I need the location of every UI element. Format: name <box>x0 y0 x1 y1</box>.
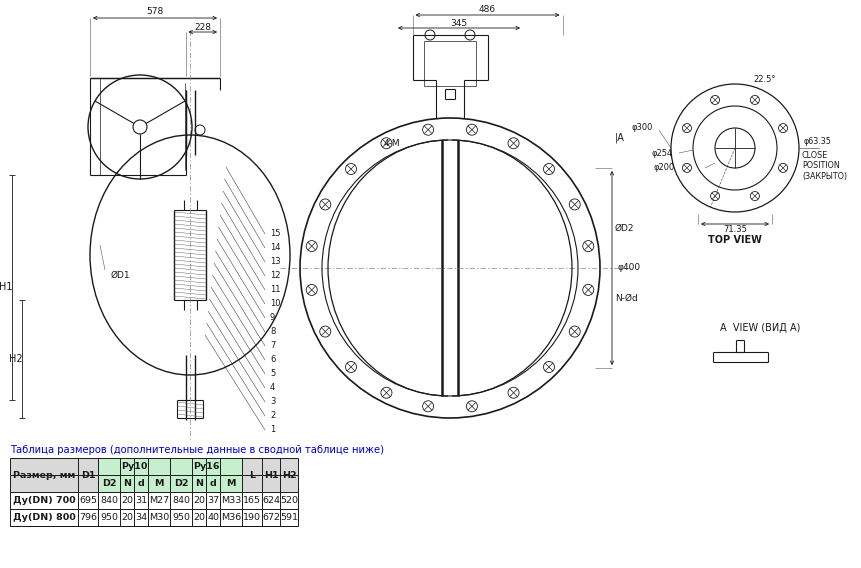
Text: 20: 20 <box>121 496 133 505</box>
Text: M: M <box>154 479 164 488</box>
Text: 12: 12 <box>270 272 281 281</box>
Text: 14: 14 <box>270 244 281 253</box>
Text: 695: 695 <box>79 496 97 505</box>
Bar <box>10 492 298 509</box>
Text: ØD1: ØD1 <box>110 270 130 279</box>
Text: 20: 20 <box>121 513 133 522</box>
Text: H2: H2 <box>282 470 296 479</box>
Text: H1: H1 <box>0 282 13 293</box>
Text: Размер, мм: Размер, мм <box>13 470 75 479</box>
Text: 4: 4 <box>270 383 276 392</box>
Text: 1: 1 <box>270 425 276 435</box>
Text: L: L <box>249 470 255 479</box>
Bar <box>98 475 170 492</box>
Text: 3: 3 <box>270 398 276 407</box>
Text: Ду(DN) 800: Ду(DN) 800 <box>13 513 76 522</box>
Text: 6: 6 <box>270 356 276 365</box>
Text: φ300: φ300 <box>632 123 653 132</box>
Text: d: d <box>138 479 145 488</box>
Text: A  VIEW (ВИД А): A VIEW (ВИД А) <box>720 323 801 333</box>
Text: 165: 165 <box>243 496 261 505</box>
Text: 31: 31 <box>135 496 147 505</box>
Text: 520: 520 <box>280 496 298 505</box>
Text: 591: 591 <box>280 513 298 522</box>
Text: ØD2: ØD2 <box>615 223 635 232</box>
Text: N: N <box>123 479 131 488</box>
Text: H2: H2 <box>9 354 22 364</box>
Text: 950: 950 <box>100 513 118 522</box>
Text: 840: 840 <box>100 496 118 505</box>
Text: 9: 9 <box>270 314 276 323</box>
Text: 15: 15 <box>270 229 281 239</box>
Text: 672: 672 <box>262 513 280 522</box>
Text: 20: 20 <box>193 513 205 522</box>
Text: d: d <box>209 479 216 488</box>
Text: 10: 10 <box>270 299 281 308</box>
Text: CLOSE: CLOSE <box>802 152 828 161</box>
Text: M30: M30 <box>149 513 169 522</box>
Text: M27: M27 <box>149 496 169 505</box>
Text: 8: 8 <box>270 328 276 336</box>
Text: N: N <box>195 479 203 488</box>
Text: φ400: φ400 <box>617 264 640 273</box>
Text: 4-M: 4-M <box>384 139 400 148</box>
Text: 950: 950 <box>172 513 190 522</box>
Text: D2: D2 <box>174 479 189 488</box>
Text: TOP VIEW: TOP VIEW <box>708 235 762 245</box>
Bar <box>98 458 170 475</box>
Text: 578: 578 <box>146 7 164 16</box>
Text: M: M <box>226 479 236 488</box>
Text: M36: M36 <box>221 513 241 522</box>
Bar <box>10 509 298 526</box>
Text: Ру16: Ру16 <box>193 462 220 471</box>
Text: H1: H1 <box>263 470 278 479</box>
Text: φ254: φ254 <box>652 148 673 157</box>
Bar <box>170 475 242 492</box>
Text: 71.35: 71.35 <box>723 224 747 233</box>
Text: D1: D1 <box>81 470 96 479</box>
Text: 11: 11 <box>270 286 281 294</box>
Text: Ду(DN) 700: Ду(DN) 700 <box>13 496 75 505</box>
Text: 37: 37 <box>207 496 219 505</box>
Text: N-Ød: N-Ød <box>615 294 638 303</box>
Text: 796: 796 <box>79 513 97 522</box>
Text: 190: 190 <box>243 513 261 522</box>
Text: 7: 7 <box>270 341 276 350</box>
Text: 624: 624 <box>262 496 280 505</box>
Bar <box>170 458 242 475</box>
Text: M33: M33 <box>220 496 241 505</box>
Text: POSITION: POSITION <box>802 161 839 170</box>
Text: 22.5°: 22.5° <box>753 74 776 83</box>
Text: |A: |A <box>615 133 625 143</box>
Text: 20: 20 <box>193 496 205 505</box>
Text: (ЗАКРЫТО): (ЗАКРЫТО) <box>802 172 847 181</box>
Text: D2: D2 <box>102 479 116 488</box>
Bar <box>10 475 298 492</box>
Text: 345: 345 <box>450 19 468 27</box>
Text: 228: 228 <box>195 23 211 31</box>
Bar <box>10 458 298 475</box>
Text: 486: 486 <box>479 5 496 14</box>
Text: Ру10: Ру10 <box>121 462 147 471</box>
Text: φ63.35: φ63.35 <box>804 136 832 145</box>
Text: 2: 2 <box>270 411 276 420</box>
Text: 34: 34 <box>135 513 147 522</box>
Text: 5: 5 <box>270 370 276 378</box>
Text: 13: 13 <box>270 257 281 266</box>
Text: 40: 40 <box>207 513 219 522</box>
Text: φ200: φ200 <box>653 164 675 173</box>
Text: Таблица размеров (дополнительные данные в сводной таблице ниже): Таблица размеров (дополнительные данные … <box>10 445 384 455</box>
Text: 840: 840 <box>172 496 190 505</box>
